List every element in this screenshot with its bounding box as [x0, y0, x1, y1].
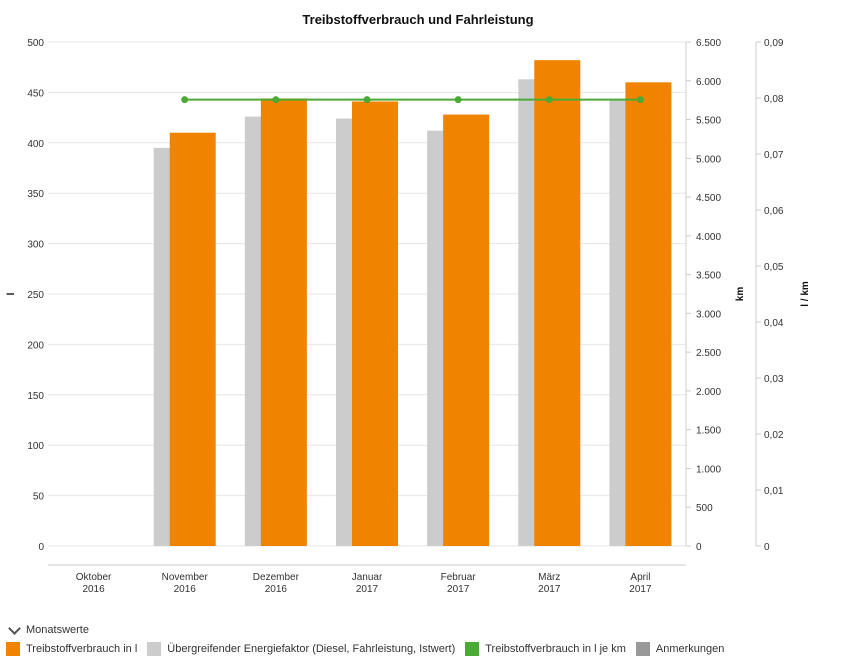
- line-point: [272, 96, 280, 104]
- x-tick-label: Dezember: [253, 572, 300, 583]
- bar-treibstoffverbrauch: [625, 82, 672, 546]
- right-axis-lkm-tick-label: 0,02: [764, 430, 784, 441]
- legend-swatch: [465, 642, 480, 656]
- right-axis-lkm-title: l / km: [800, 281, 811, 307]
- left-tick-label: 350: [27, 189, 44, 200]
- x-tick-label: 2017: [629, 584, 652, 595]
- legend-label: Anmerkungen: [655, 643, 725, 655]
- right-axis-km-tick-label: 5.500: [696, 116, 721, 127]
- x-tick-label: 2017: [356, 584, 379, 595]
- x-tick-label: Februar: [441, 572, 477, 583]
- legend: Treibstoffverbrauch in l Übergreifender …: [6, 642, 734, 656]
- left-tick-label: 100: [27, 441, 44, 452]
- monatswerte-toggle[interactable]: Monatswerte: [8, 622, 89, 636]
- line-point: [636, 96, 644, 104]
- legend-item-verbrauch-je-km[interactable]: Treibstoffverbrauch in l je km: [465, 642, 626, 656]
- line-point: [545, 96, 553, 104]
- x-axis: Oktober2016November2016Dezember2016Janua…: [48, 564, 686, 595]
- left-tick-label: 450: [27, 88, 44, 99]
- chevron-down-icon: [8, 622, 21, 635]
- right-axis-lkm-tick-label: 0,07: [764, 150, 784, 161]
- right-axis-km-tick-label: 6.000: [696, 77, 721, 88]
- right-axis-km-tick-label: 5.000: [696, 154, 721, 165]
- right-axis-lkm-tick-label: 0,04: [764, 318, 784, 329]
- left-axis-title: l: [6, 292, 17, 295]
- left-tick-label: 200: [27, 340, 44, 351]
- legend-label: Übergreifender Energiefaktor (Diesel, Fa…: [167, 643, 456, 655]
- right-axis-km-tick-label: 4.500: [696, 193, 721, 204]
- legend-swatch: [635, 642, 650, 656]
- right-axis-km-tick-label: 3.500: [696, 271, 721, 282]
- left-tick-label: 300: [27, 240, 44, 251]
- left-tick-label: 150: [27, 391, 44, 402]
- x-tick-label: 2016: [174, 584, 197, 595]
- bar-treibstoffverbrauch: [443, 114, 490, 547]
- line-point: [454, 96, 462, 104]
- legend-label: Treibstoffverbrauch in l je km: [485, 643, 626, 655]
- legend-item-anmerkungen[interactable]: Anmerkungen: [635, 642, 725, 656]
- monatswerte-label: Monatswerte: [26, 624, 89, 636]
- right-axis-km-tick-label: 6.500: [696, 38, 721, 49]
- bar-treibstoffverbrauch: [352, 101, 398, 547]
- left-tick-label: 400: [27, 139, 44, 150]
- right-axis-km-tick-label: 0: [696, 542, 702, 553]
- right-axis-km-tick-label: 1.000: [696, 464, 721, 475]
- right-axis-km-tick-label: 4.000: [696, 232, 721, 243]
- right-axis-l-per-km: 0 0,01 0,02 0,03 0,04 0,05 0,06 0,07 0,08 0,09 l /…: [755, 38, 811, 553]
- x-tick-label: Oktober: [76, 572, 112, 583]
- right-axis-km-tick-label: 2.000: [696, 387, 721, 398]
- right-axis-km-title: km: [735, 287, 746, 302]
- x-tick-label: Januar: [352, 572, 383, 583]
- legend-item-treibstoffverbrauch[interactable]: Treibstoffverbrauch in l: [6, 642, 137, 656]
- left-tick-label: 0: [38, 542, 44, 553]
- right-axis-lkm-tick-label: 0,08: [764, 94, 784, 105]
- x-tick-label: 2016: [82, 584, 105, 595]
- x-tick-label: März: [538, 572, 560, 583]
- bar-treibstoffverbrauch: [169, 132, 216, 546]
- line-point: [363, 96, 371, 104]
- legend-swatch: [6, 642, 20, 656]
- legend-item-energiefaktor[interactable]: Übergreifender Energiefaktor (Diesel, Fa…: [147, 642, 455, 656]
- right-axis-lkm-tick-label: 0,06: [764, 206, 784, 217]
- x-tick-label: 2017: [538, 584, 561, 595]
- left-axis: 0 50 100 150 200 250 300 350 400 450 500 l: [6, 38, 44, 553]
- right-axis-km-tick-label: 3.000: [696, 309, 721, 320]
- right-axis-lkm-tick-label: 0,01: [764, 486, 784, 497]
- line-series: [181, 96, 644, 104]
- chart-svg: Treibstoffverbrauch und Fahrleistung 0 50…: [6, 12, 811, 595]
- right-axis-km: 0 500 1.000 1.500 2.000 2.500 3.000 3.500 4.000 4…: [685, 38, 746, 553]
- left-tick-label: 250: [27, 290, 44, 301]
- left-tick-label: 500: [27, 38, 44, 49]
- bar-treibstoffverbrauch: [260, 98, 307, 546]
- x-tick-label: November: [162, 572, 209, 583]
- legend-label: Treibstoffverbrauch in l: [26, 643, 138, 655]
- legend-swatch: [147, 642, 162, 656]
- bars: [153, 60, 672, 547]
- right-axis-lkm-tick-label: 0,03: [764, 374, 784, 385]
- right-axis-km-tick-label: 1.500: [696, 426, 721, 437]
- right-axis-km-tick-label: 500: [696, 503, 713, 514]
- chart-title: Treibstoffverbrauch und Fahrleistung: [302, 12, 533, 27]
- x-tick-label: April: [630, 572, 650, 583]
- right-axis-lkm-tick-label: 0,09: [764, 38, 784, 49]
- line-point: [181, 96, 189, 104]
- right-axis-lkm-tick-label: 0: [764, 542, 770, 553]
- right-axis-km-tick-label: 2.500: [696, 348, 721, 359]
- bar-treibstoffverbrauch: [534, 60, 581, 546]
- x-tick-label: 2017: [447, 584, 470, 595]
- right-axis-lkm-tick-label: 0,05: [764, 262, 784, 273]
- x-tick-label: 2016: [265, 584, 288, 595]
- left-tick-label: 50: [33, 492, 45, 503]
